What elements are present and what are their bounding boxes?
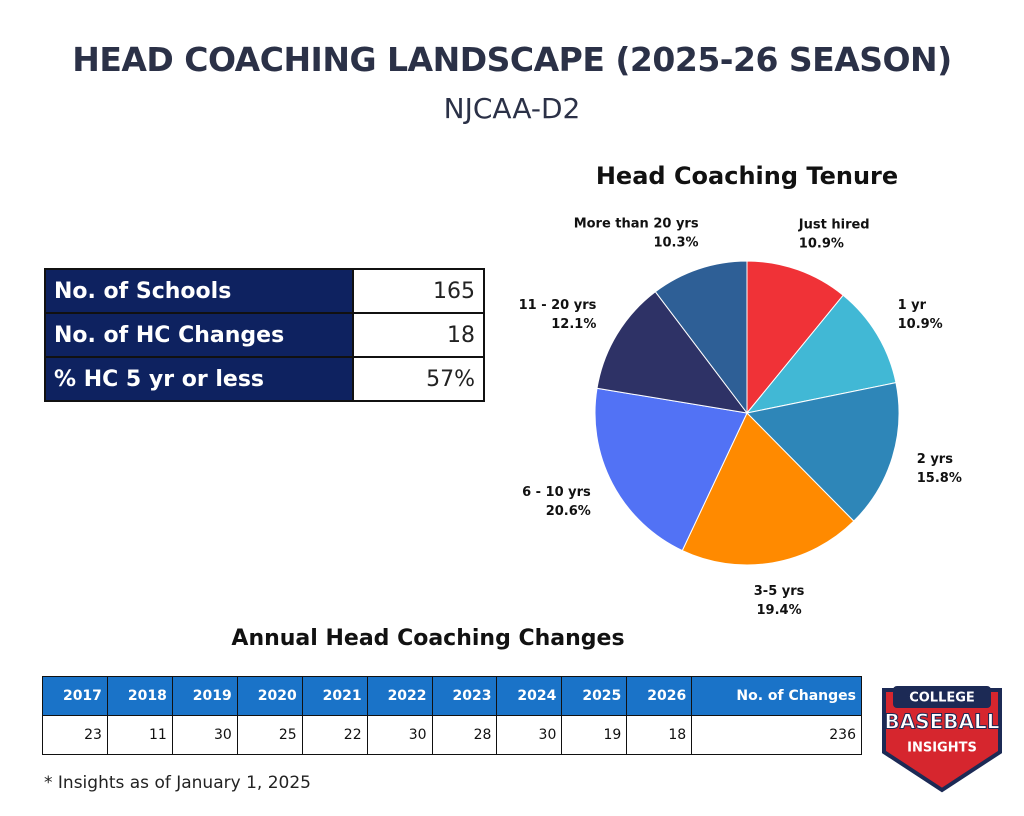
logo-text: COLLEGE — [909, 691, 975, 706]
table-row: % HC 5 yr or less 57% — [44, 356, 485, 402]
column-header: 2024 — [496, 676, 563, 716]
column-header: 2020 — [236, 676, 303, 716]
pie-slice — [654, 260, 748, 415]
cell: 19 — [561, 715, 628, 755]
pie-slice — [594, 387, 748, 552]
column-header: 2026 — [626, 676, 693, 716]
row-label: No. of HC Changes — [44, 312, 354, 358]
chart-title: Head Coaching Tenure — [596, 162, 898, 190]
column-header: 2022 — [366, 676, 433, 716]
summary-table: No. of Schools 165 No. of HC Changes 18% HC… — [44, 268, 485, 402]
cell: 25 — [236, 715, 303, 755]
table-row: No. of Schools 165 — [44, 268, 485, 314]
slice-value: 10.9% — [799, 237, 844, 252]
slice-label: Just hired — [798, 218, 870, 233]
column-header: 2017 — [42, 676, 108, 716]
column-header: 2021 — [301, 676, 368, 716]
row-value: 18 — [352, 312, 485, 358]
pie-slice — [596, 291, 749, 414]
header-row: 2017 2018 2019 2020 2021 2022 2023 2024 2025 2026… — [42, 676, 862, 716]
pie-slice — [746, 260, 844, 415]
title: HEAD COACHING LANDSCAPE (2025-26 SEASON) — [72, 40, 952, 79]
pie-slice — [745, 382, 900, 522]
footnote: * Insights as of January 1, 2025 — [44, 773, 311, 793]
row-value: 165 — [352, 268, 485, 314]
pie-slice — [681, 412, 855, 566]
logo-text: INSIGHTS — [907, 741, 977, 756]
row-label: % HC 5 yr or less — [44, 356, 354, 402]
slice-label: 2 yrs — [917, 452, 953, 467]
slice-value: 10.9% — [898, 317, 943, 332]
column-header: 2019 — [171, 676, 238, 716]
column-header: No. of Changes — [691, 676, 862, 716]
slice-value: 12.1% — [551, 317, 596, 332]
cell: 11 — [106, 715, 173, 755]
slice-label: 1 yr — [898, 298, 927, 313]
slice-value: 10.3% — [653, 235, 698, 250]
slice-label: 11 - 20 yrs — [519, 298, 597, 313]
column-header: 2025 — [561, 676, 628, 716]
table-title: Annual Head Coaching Changes — [231, 626, 625, 651]
data-row: 23 11 30 25 22 30 28 30 19 18 236 — [42, 715, 862, 755]
cell: 30 — [171, 715, 238, 755]
row-label: No. of Schools — [44, 268, 354, 314]
cell: 23 — [42, 715, 108, 755]
subtitle: NJCAA-D2 — [443, 92, 581, 125]
cell: 22 — [301, 715, 368, 755]
logo-band — [893, 686, 991, 708]
row-value: 57% — [352, 356, 485, 402]
logo-text: BASEBALL — [885, 710, 1000, 734]
logo: COLLEGE BASEBALL INSIGHTS — [882, 686, 1002, 793]
column-header: 2018 — [106, 676, 173, 716]
cell: 236 — [691, 715, 862, 755]
slice-label: 6 - 10 yrs — [522, 485, 591, 500]
column-header: 2023 — [431, 676, 498, 716]
slice-value: 19.4% — [757, 603, 802, 618]
slice-label: More than 20 yrs — [574, 216, 699, 231]
slice-value: 20.6% — [546, 504, 591, 519]
cell: 18 — [626, 715, 693, 755]
cell: 30 — [366, 715, 433, 755]
cell: 28 — [431, 715, 498, 755]
table-row: No. of HC Changes 18 — [44, 312, 485, 358]
cell: 30 — [496, 715, 563, 755]
pie-slice — [745, 294, 897, 414]
slice-label: 3-5 yrs — [754, 584, 805, 599]
slice-value: 15.8% — [917, 471, 962, 486]
annual-table: 2017 2018 2019 2020 2021 2022 2023 2024 2025 2026… — [42, 676, 862, 755]
